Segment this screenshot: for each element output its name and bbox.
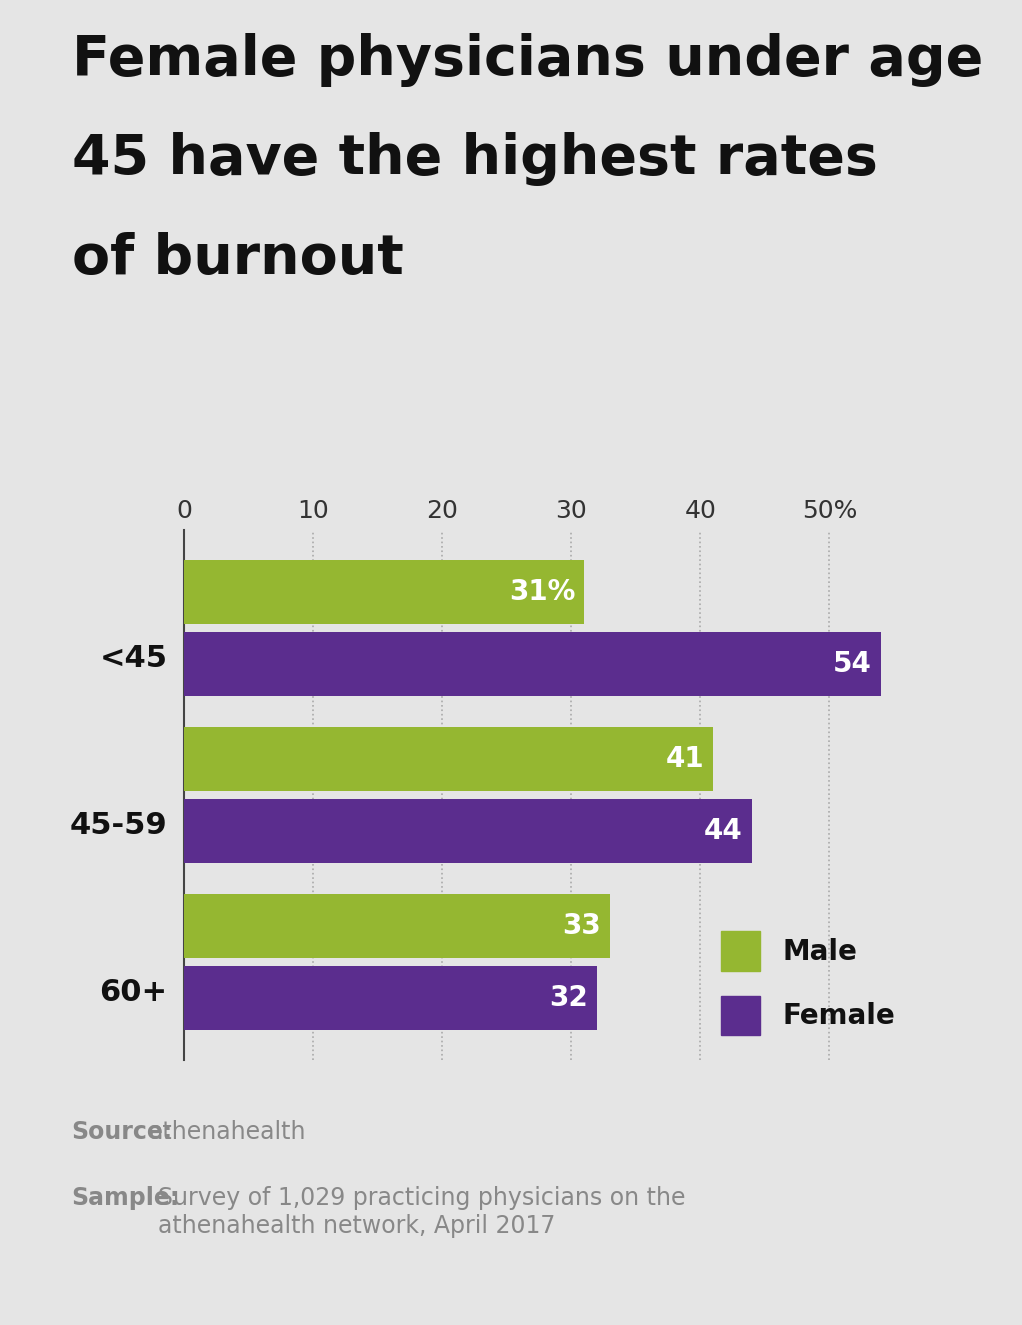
Text: Sample:: Sample: [72, 1186, 180, 1210]
Text: Female physicians under age: Female physicians under age [72, 33, 983, 87]
Bar [184, 560, 585, 624]
Bar [184, 632, 881, 696]
Text: 45 have the highest rates: 45 have the highest rates [72, 132, 878, 187]
Text: 44: 44 [704, 818, 743, 845]
Bar [184, 966, 597, 1030]
Text: of burnout: of burnout [72, 232, 404, 286]
Bar [184, 799, 752, 863]
Text: 32: 32 [549, 984, 588, 1012]
Text: 54: 54 [833, 649, 872, 678]
Bar [184, 727, 713, 791]
Text: Source:: Source: [72, 1120, 173, 1143]
Text: 33: 33 [562, 912, 601, 941]
Text: 41: 41 [665, 745, 704, 772]
Text: athenahealth: athenahealth [148, 1120, 306, 1143]
Legend: Male, Female: Male, Female [710, 921, 905, 1047]
Bar [184, 894, 610, 958]
Text: 31%: 31% [509, 578, 575, 606]
Text: Survey of 1,029 practicing physicians on the
athenahealth network, April 2017: Survey of 1,029 practicing physicians on… [158, 1186, 686, 1238]
